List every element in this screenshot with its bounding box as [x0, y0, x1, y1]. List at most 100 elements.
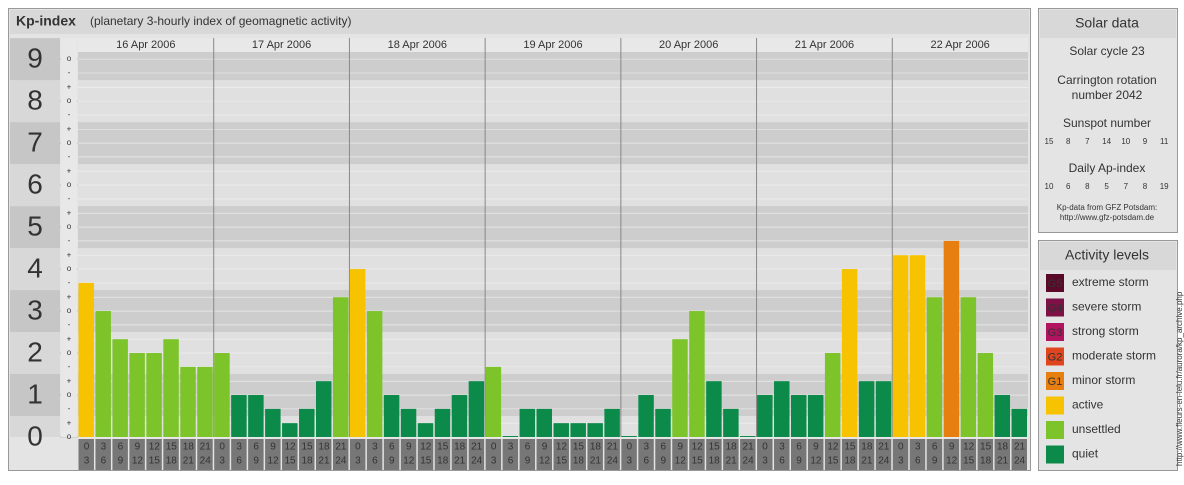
- minor-tick-label: +: [67, 124, 72, 133]
- minor-tick-label: -: [68, 68, 71, 77]
- hour-cell: [468, 439, 485, 470]
- hour-cell: [163, 439, 179, 470]
- hour-start: 6: [796, 442, 802, 453]
- y-tick-label: 7: [27, 126, 43, 157]
- bar: [757, 395, 773, 437]
- ap-title: Daily Ap-index: [1069, 161, 1146, 175]
- hour-cell: [841, 439, 858, 470]
- hour-end: 6: [644, 456, 650, 467]
- bar: [349, 269, 366, 437]
- hour-cell: [400, 439, 417, 470]
- hour-end: 12: [403, 456, 415, 467]
- sunspot-value: 11: [1160, 137, 1169, 146]
- minor-tick-label: -: [68, 362, 71, 371]
- bar: [434, 408, 451, 437]
- hour-cell: [248, 439, 264, 470]
- hour-cell: [485, 439, 502, 470]
- hour-end: 15: [692, 456, 704, 467]
- minor-tick-label: o: [67, 180, 72, 189]
- hour-end: 9: [253, 456, 259, 467]
- hour-end: 24: [1014, 456, 1026, 467]
- bar: [892, 255, 909, 437]
- hour-cell: [332, 439, 349, 470]
- hour-end: 6: [101, 456, 107, 467]
- hour-cell: [723, 439, 739, 470]
- legend-swatch: [1046, 372, 1064, 390]
- hour-start: 0: [491, 442, 497, 453]
- bar: [316, 381, 332, 437]
- hour-cell: [519, 439, 536, 470]
- bar: [146, 353, 162, 437]
- hour-start: 9: [406, 442, 412, 453]
- bar: [299, 408, 315, 437]
- date-label: 21 Apr 2006: [795, 39, 854, 51]
- hour-start: 21: [471, 442, 483, 453]
- solar-panel: [1038, 8, 1178, 233]
- minor-tick-label: o: [67, 222, 72, 231]
- hour-cell: [858, 439, 875, 470]
- bar: [655, 408, 671, 437]
- hour-end: 6: [372, 456, 378, 467]
- bar: [977, 353, 994, 437]
- digit-band: [10, 374, 60, 417]
- legend-label: unsettled: [1072, 422, 1121, 436]
- hour-start: 21: [335, 442, 347, 453]
- solar-header: [1040, 10, 1176, 38]
- legend-swatch: [1046, 347, 1064, 366]
- bar: [875, 381, 892, 437]
- minor-tick-label: +: [67, 208, 72, 217]
- hour-start: 12: [420, 442, 432, 453]
- bar: [95, 311, 111, 437]
- hour-start: 3: [101, 442, 107, 453]
- source: Kp-data from GFZ Potsdam:: [1057, 203, 1157, 212]
- plot-band: [78, 52, 1028, 81]
- bar: [332, 297, 349, 437]
- hour-start: 15: [437, 442, 449, 453]
- hour-end: 21: [318, 456, 330, 467]
- legend-label: minor storm: [1072, 373, 1135, 387]
- y-tick-label: 3: [27, 294, 43, 325]
- hour-cell: [824, 439, 841, 470]
- hour-start: 6: [253, 442, 259, 453]
- title-bar: [10, 10, 1029, 34]
- hour-start: 6: [932, 442, 938, 453]
- hour-start: 0: [219, 442, 225, 453]
- digit-band: [10, 332, 60, 375]
- hour-start: 18: [454, 442, 466, 453]
- bar: [740, 436, 756, 437]
- hour-cell: [791, 439, 807, 470]
- bar: [197, 366, 213, 437]
- hour-cell: [977, 439, 994, 470]
- legend-swatch: [1046, 396, 1064, 415]
- hour-start: 15: [166, 442, 178, 453]
- bar: [129, 353, 145, 437]
- hour-end: 24: [335, 456, 347, 467]
- bar: [78, 282, 94, 437]
- digit-band: [10, 416, 60, 437]
- hour-start: 12: [692, 442, 704, 453]
- hour-end: 9: [660, 456, 666, 467]
- hour-start: 18: [997, 442, 1009, 453]
- bar: [638, 395, 654, 437]
- digit-band: [10, 122, 60, 165]
- hour-end: 3: [491, 456, 497, 467]
- hour-start: 21: [1014, 442, 1026, 453]
- hour-end: 21: [861, 456, 873, 467]
- minor-tick-label: o: [67, 306, 72, 315]
- ap-value: 8: [1085, 182, 1090, 191]
- bar: [570, 423, 586, 437]
- hour-end: 21: [454, 456, 466, 467]
- hour-end: 24: [607, 456, 619, 467]
- bar: [706, 381, 722, 437]
- digit-band: [10, 248, 60, 291]
- hour-end: 21: [183, 456, 195, 467]
- bar: [112, 339, 128, 437]
- hour-end: 21: [726, 456, 738, 467]
- minor-tick-label: -: [68, 194, 71, 203]
- hour-cell: [672, 439, 688, 470]
- sunspot-value: 15: [1045, 137, 1054, 146]
- hour-end: 18: [844, 456, 856, 467]
- digit-band: [10, 164, 60, 207]
- chart-title: Kp-index: [16, 13, 76, 29]
